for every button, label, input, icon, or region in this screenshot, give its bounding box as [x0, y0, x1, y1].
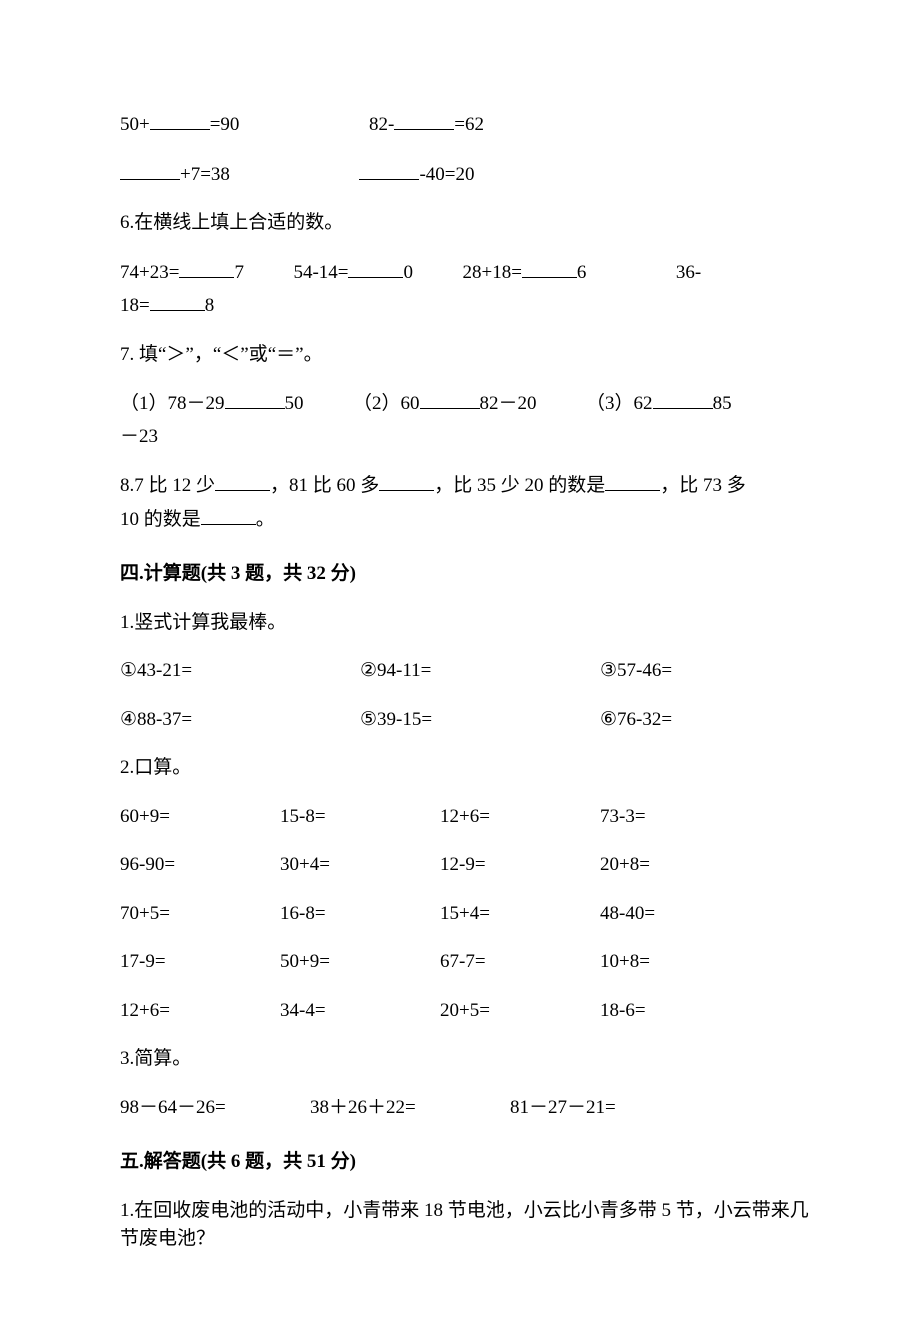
calc-item: 17-9= [120, 948, 270, 977]
q5-r2-b-post: -40=20 [419, 164, 474, 185]
calc-item: 67-7= [440, 948, 590, 977]
calc-item: 20+5= [440, 997, 590, 1026]
q6-item-1-pre: 74+23= [120, 262, 179, 283]
q6-wrap-post: 8 [205, 295, 215, 316]
blank [605, 471, 660, 491]
blank [150, 110, 210, 130]
calc-item: 60+9= [120, 803, 270, 832]
blank [394, 110, 454, 130]
calc-item: 15+4= [440, 900, 590, 929]
q7-wrap: －23 [120, 423, 810, 452]
section-5-heading: 五.解答题(共 6 题，共 51 分) [120, 1148, 810, 1177]
calc-item: ⑤39-15= [360, 706, 600, 735]
sec4-p2-row5: 12+6= 34-4= 20+5= 18-6= [120, 997, 810, 1026]
q7-i2-right: 82－20 [480, 393, 537, 414]
q8-line1: 8.7 比 12 少 ，81 比 60 多 ，比 35 少 20 的数是 ，比 73 … [120, 471, 810, 501]
sec4-p3-items: 98－64－26= 38＋26＋22= 81－27－21= [120, 1094, 810, 1123]
q8-p4: ，比 73 多 [660, 475, 746, 496]
blank [150, 291, 205, 311]
q7-items: （1）78－29 50 （2）60 82－20 （3）62 85 [120, 389, 810, 419]
calc-item: 12-9= [440, 851, 590, 880]
q6-item-3-post: 6 [577, 262, 587, 283]
q7-i1-right: 50 [285, 393, 304, 414]
blank [179, 258, 234, 278]
q7-title: 7. 填“＞”，“＜”或“＝”。 [120, 341, 810, 370]
blank [653, 389, 713, 409]
sec4-p3-title: 3.简算。 [120, 1045, 810, 1074]
calc-item: 30+4= [280, 851, 430, 880]
q5-row2: +7=38 -40=20 [120, 160, 810, 190]
sec4-p2-title: 2.口算。 [120, 754, 810, 783]
blank [225, 389, 285, 409]
calc-item: 34-4= [280, 997, 430, 1026]
calc-item: 15-8= [280, 803, 430, 832]
blank [120, 160, 180, 180]
q7-i1-left: （1）78－29 [120, 393, 225, 414]
sec4-p2-row3: 70+5= 16-8= 15+4= 48-40= [120, 900, 810, 929]
calc-item: 48-40= [600, 900, 750, 929]
q6-items: 74+23= 7 54-14= 0 28+18= 6 36- [120, 258, 810, 288]
q8-wrap-post: 。 [256, 509, 275, 530]
q8-p3: ，比 35 少 20 的数是 [434, 475, 605, 496]
q7-i3-left: （3）62 [586, 393, 653, 414]
calc-item: 70+5= [120, 900, 270, 929]
calc-item: 81－27－21= [510, 1094, 700, 1123]
calc-item: 10+8= [600, 948, 750, 977]
q8-wrap-pre: 10 的数是 [120, 509, 201, 530]
blank [201, 505, 256, 525]
calc-item: ⑥76-32= [600, 706, 780, 735]
q6-item-2-pre: 54-14= [293, 262, 348, 283]
q8-p2: ，81 比 60 多 [270, 475, 379, 496]
calc-item: 12+6= [120, 997, 270, 1026]
calc-item: 18-6= [600, 997, 750, 1026]
calc-item: 12+6= [440, 803, 590, 832]
q6-title: 6.在横线上填上合适的数。 [120, 209, 810, 238]
section-4-heading: 四.计算题(共 3 题，共 32 分) [120, 560, 810, 589]
sec4-p2-row4: 17-9= 50+9= 67-7= 10+8= [120, 948, 810, 977]
sec4-p2-row1: 60+9= 15-8= 12+6= 73-3= [120, 803, 810, 832]
calc-item: 98－64－26= [120, 1094, 310, 1123]
calc-item: ③57-46= [600, 657, 780, 686]
sec4-p1-title: 1.竖式计算我最棒。 [120, 609, 810, 638]
blank [348, 258, 403, 278]
q5-r1-b-pre: 82- [369, 114, 394, 135]
calc-item: 38＋26＋22= [310, 1094, 510, 1123]
calc-item: 96-90= [120, 851, 270, 880]
q6-item-3-pre: 28+18= [462, 262, 521, 283]
q6-item-2-post: 0 [403, 262, 413, 283]
q6-item-1-post: 7 [234, 262, 244, 283]
calc-item: ④88-37= [120, 706, 360, 735]
blank [359, 160, 419, 180]
q6-wrap-pre: 18= [120, 295, 150, 316]
calc-item: 16-8= [280, 900, 430, 929]
calc-item: 50+9= [280, 948, 430, 977]
q8-p1: 8.7 比 12 少 [120, 475, 215, 496]
q6-wrap: 18= 8 [120, 291, 810, 321]
q7-i3-right: 85 [713, 393, 732, 414]
q8-line2: 10 的数是 。 [120, 505, 810, 535]
q5-row1: 50+ =90 82- =62 [120, 110, 810, 140]
q5-r1-b-post: =62 [454, 114, 484, 135]
calc-item: ①43-21= [120, 657, 360, 686]
q7-i2-left: （2）60 [353, 393, 420, 414]
calc-item: 20+8= [600, 851, 750, 880]
blank [379, 471, 434, 491]
q5-r1-a-post: =90 [210, 114, 240, 135]
sec4-p1-row1: ①43-21= ②94-11= ③57-46= [120, 657, 810, 686]
sec4-p1-row2: ④88-37= ⑤39-15= ⑥76-32= [120, 706, 810, 735]
calc-item: ②94-11= [360, 657, 600, 686]
sec4-p2-row2: 96-90= 30+4= 12-9= 20+8= [120, 851, 810, 880]
blank [215, 471, 270, 491]
calc-item: 73-3= [600, 803, 750, 832]
q6-item-4-pre: 36- [676, 262, 701, 283]
sec5-q1: 1.在回收废电池的活动中，小青带来 18 节电池，小云比小青多带 5 节，小云带… [120, 1197, 810, 1254]
blank [522, 258, 577, 278]
q5-r2-a-post: +7=38 [180, 164, 230, 185]
q5-r1-a-pre: 50+ [120, 114, 150, 135]
blank [420, 389, 480, 409]
